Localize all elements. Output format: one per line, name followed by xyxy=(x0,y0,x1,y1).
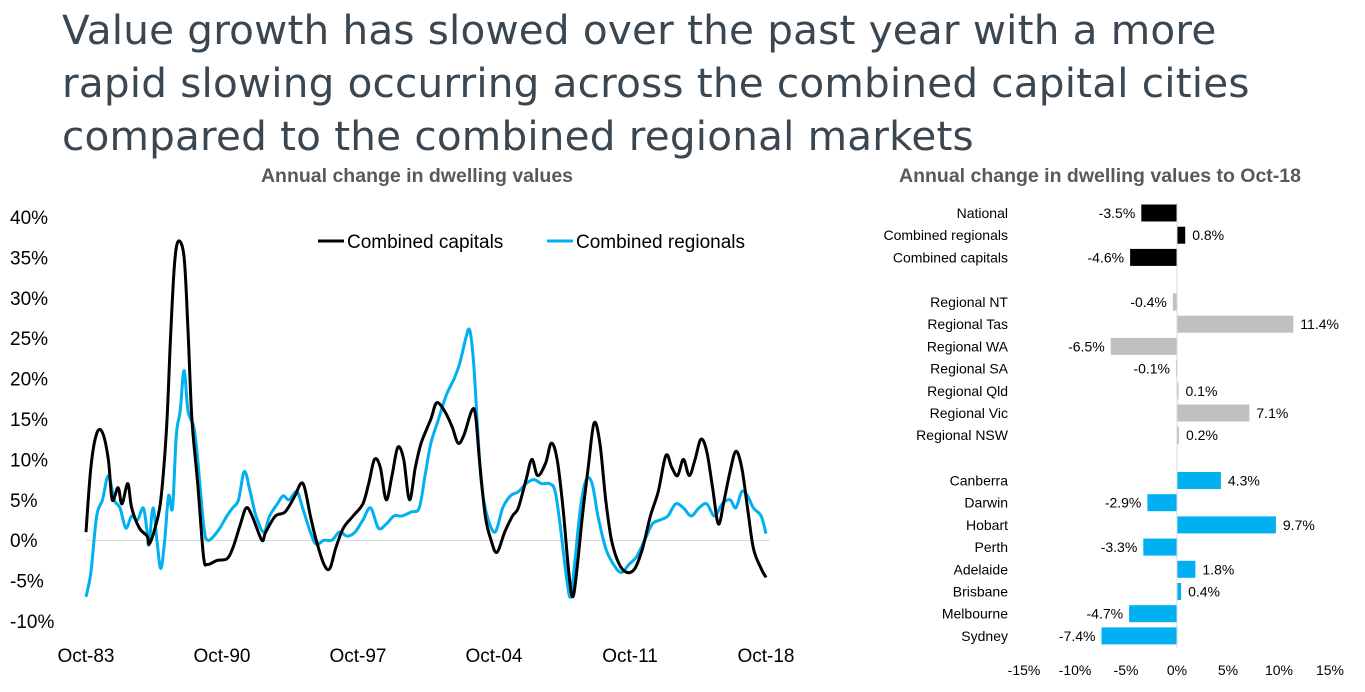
bar-value-label-perth: -3.3% xyxy=(1101,539,1138,555)
x-tick-label: Oct-90 xyxy=(193,646,250,667)
bar-category-label-combined-capitals: Combined capitals xyxy=(893,249,1008,265)
headline-line-1: Value growth has slowed over the past ye… xyxy=(62,6,1217,54)
bar-value-label-brisbane: 0.4% xyxy=(1188,584,1220,600)
y-tick-label: 35% xyxy=(10,248,48,269)
bar-chart-title: Annual change in dwelling values to Oct-… xyxy=(899,165,1301,187)
line-chart-x-ticks: Oct-83 Oct-90 Oct-97 Oct-04 Oct-11 Oct-18 xyxy=(57,646,794,667)
y-tick-label: 30% xyxy=(10,289,48,310)
series-line-combined-regionals xyxy=(84,327,768,599)
x-tick-label: Oct-11 xyxy=(602,646,658,667)
bar-category-label-melbourne: Melbourne xyxy=(942,606,1008,622)
bar-adelaide xyxy=(1177,560,1196,578)
bar-category-label-regional-nt: Regional NT xyxy=(930,294,1008,310)
bar-chart-x-ticks: -15% -10% -5% 0% 5% 10% 15% xyxy=(1008,662,1344,678)
headline-line-3: compared to the combined regional market… xyxy=(62,112,974,160)
legend-label-capitals: Combined capitals xyxy=(347,232,503,253)
line-chart-series xyxy=(84,239,768,599)
bar-category-label-sydney: Sydney xyxy=(961,628,1008,644)
bar-regional-qld xyxy=(1177,382,1179,400)
bar-brisbane xyxy=(1177,583,1182,600)
bar-x-tick-label: -10% xyxy=(1059,662,1092,678)
headline: Value growth has slowed over the past ye… xyxy=(62,4,1352,163)
x-tick-label: Oct-18 xyxy=(737,646,794,667)
line-chart: Annual change in dwelling values 40% 35% 3… xyxy=(10,165,795,667)
bar-value-label-combined-capitals: -4.6% xyxy=(1088,249,1125,265)
bar-category-label-combined-regionals: Combined regionals xyxy=(883,227,1008,243)
bar-national xyxy=(1141,204,1177,222)
bar-category-label-regional-qld: Regional Qld xyxy=(927,383,1008,399)
bar-x-tick-label: 5% xyxy=(1218,662,1238,678)
bar-category-label-canberra: Canberra xyxy=(950,473,1009,489)
bar-category-label-regional-tas: Regional Tas xyxy=(927,316,1008,332)
bar-category-label-darwin: Darwin xyxy=(964,495,1008,511)
bar-value-label-combined-regionals: 0.8% xyxy=(1192,227,1224,243)
bar-regional-vic xyxy=(1177,404,1250,422)
bar-value-label-regional-nt: -0.4% xyxy=(1130,294,1167,310)
bar-value-label-canberra: 4.3% xyxy=(1228,473,1260,489)
bar-combined-capitals xyxy=(1130,248,1177,266)
bar-x-tick-label: 0% xyxy=(1167,662,1187,678)
y-tick-label: 0% xyxy=(10,531,38,552)
bar-value-label-hobart: 9.7% xyxy=(1283,517,1315,533)
bar-value-label-melbourne: -4.7% xyxy=(1087,606,1124,622)
bar-x-tick-label: -5% xyxy=(1114,662,1139,678)
series-line-combined-capitals xyxy=(84,239,768,599)
y-tick-label: -5% xyxy=(10,572,44,593)
bar-regional-sa xyxy=(1176,360,1178,378)
line-chart-y-ticks: 40% 35% 30% 25% 20% 15% 10% 5% 0% -5% -10% xyxy=(10,208,54,633)
bar-value-label-regional-nsw: 0.2% xyxy=(1186,427,1218,443)
bar-category-label-regional-nsw: Regional NSW xyxy=(916,427,1009,443)
bar-hobart xyxy=(1177,516,1276,534)
bar-chart-bars: National -3.5% Combined regionals 0.8% Combi… xyxy=(883,204,1339,645)
bar-value-label-darwin: -2.9% xyxy=(1105,495,1142,511)
y-tick-label: 40% xyxy=(10,208,48,229)
bar-x-tick-label: -15% xyxy=(1008,662,1041,678)
y-tick-label: 20% xyxy=(10,370,48,391)
bar-combined-regionals xyxy=(1177,226,1186,244)
bar-value-label-sydney: -7.4% xyxy=(1059,628,1096,644)
x-tick-label: Oct-97 xyxy=(329,646,386,667)
bar-sydney xyxy=(1101,627,1177,645)
bar-category-label-adelaide: Adelaide xyxy=(954,561,1009,577)
bar-value-label-adelaide: 1.8% xyxy=(1202,561,1234,577)
bar-category-label-regional-sa: Regional SA xyxy=(930,361,1008,377)
y-tick-label: -10% xyxy=(10,612,54,633)
bar-category-label-national: National xyxy=(957,205,1008,221)
bar-regional-nsw xyxy=(1177,426,1179,444)
y-tick-label: 15% xyxy=(10,410,48,431)
bar-value-label-regional-wa: -6.5% xyxy=(1068,338,1105,354)
bar-category-label-perth: Perth xyxy=(975,539,1008,555)
bar-value-label-regional-sa: -0.1% xyxy=(1133,361,1170,377)
bar-category-label-regional-vic: Regional Vic xyxy=(930,405,1008,421)
headline-line-2: rapid slowing occurring across the combi… xyxy=(62,59,1250,107)
bar-melbourne xyxy=(1129,605,1177,623)
bar-category-label-hobart: Hobart xyxy=(966,517,1008,533)
bar-value-label-regional-tas: 11.4% xyxy=(1300,316,1339,332)
bar-value-label-national: -3.5% xyxy=(1099,205,1136,221)
bar-perth xyxy=(1143,538,1177,556)
bar-canberra xyxy=(1177,472,1221,489)
bar-regional-tas xyxy=(1177,315,1294,333)
bar-darwin xyxy=(1147,494,1177,512)
line-chart-legend: Combined capitals Combined regionals xyxy=(318,232,745,253)
bar-regional-wa xyxy=(1110,337,1177,355)
bar-x-tick-label: 15% xyxy=(1316,662,1344,678)
x-tick-label: Oct-04 xyxy=(465,646,522,667)
x-tick-label: Oct-83 xyxy=(57,646,114,667)
y-tick-label: 10% xyxy=(10,450,48,471)
line-chart-title: Annual change in dwelling values xyxy=(261,165,573,187)
y-tick-label: 5% xyxy=(10,491,38,512)
bar-value-label-regional-vic: 7.1% xyxy=(1256,405,1288,421)
bar-value-label-regional-qld: 0.1% xyxy=(1186,383,1218,399)
legend-label-regionals: Combined regionals xyxy=(576,232,745,253)
bar-x-tick-label: 10% xyxy=(1265,662,1293,678)
y-tick-label: 25% xyxy=(10,329,48,350)
bar-category-label-regional-wa: Regional WA xyxy=(927,338,1009,354)
bar-category-label-brisbane: Brisbane xyxy=(953,584,1008,600)
bar-regional-nt xyxy=(1172,293,1177,311)
